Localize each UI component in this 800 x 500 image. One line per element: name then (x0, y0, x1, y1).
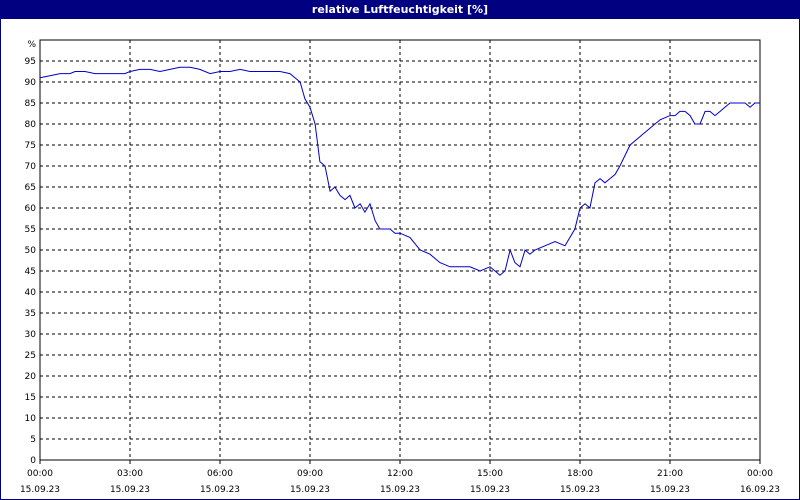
y-tick-label: 0 (30, 456, 36, 466)
x-tick-date-label: 15.09.23 (650, 485, 690, 495)
x-tick-time-label: 15:00 (477, 469, 503, 479)
y-tick-label: 80 (25, 120, 37, 130)
x-tick-date-label: 15.09.23 (20, 485, 60, 495)
y-tick-label: 10 (25, 414, 37, 424)
x-tick-date-label: 15.09.23 (290, 485, 330, 495)
y-tick-label: 85 (25, 99, 36, 109)
x-tick-time-label: 21:00 (657, 469, 683, 479)
x-tick-date-label: 15.09.23 (560, 485, 600, 495)
y-tick-label: 65 (25, 183, 36, 193)
y-tick-label: 95 (25, 57, 36, 67)
x-tick-date-label: 15.09.23 (380, 485, 420, 495)
x-tick-time-label: 18:00 (567, 469, 593, 479)
chart-title: relative Luftfeuchtigkeit [%] (1, 1, 799, 19)
y-tick-label: 55 (25, 225, 36, 235)
x-tick-date-label: 16.09.23 (740, 485, 780, 495)
y-tick-label: 75 (25, 141, 36, 151)
y-tick-label: 50 (25, 246, 37, 256)
x-tick-time-label: 06:00 (207, 469, 233, 479)
x-tick-time-label: 00:00 (27, 469, 53, 479)
y-tick-label: 5 (30, 435, 36, 445)
y-tick-label: 60 (25, 204, 37, 214)
y-tick-label: 90 (25, 78, 37, 88)
y-tick-label: 15 (25, 393, 36, 403)
x-tick-time-label: 09:00 (297, 469, 323, 479)
y-tick-label: 30 (25, 330, 37, 340)
x-tick-time-label: 03:00 (117, 469, 143, 479)
x-tick-date-label: 15.09.23 (110, 485, 150, 495)
x-tick-time-label: 12:00 (387, 469, 413, 479)
x-tick-date-label: 15.09.23 (470, 485, 510, 495)
y-tick-label: 20 (25, 372, 37, 382)
y-tick-label: 35 (25, 309, 36, 319)
y-tick-label: 40 (25, 288, 37, 298)
y-tick-label: 25 (25, 351, 36, 361)
y-tick-label: 45 (25, 267, 36, 277)
x-tick-time-label: 00:00 (747, 469, 773, 479)
y-tick-label: 70 (25, 162, 37, 172)
humidity-series-line (39, 66, 760, 276)
x-tick-date-label: 15.09.23 (200, 485, 240, 495)
y-axis-unit-label: % (27, 40, 36, 50)
